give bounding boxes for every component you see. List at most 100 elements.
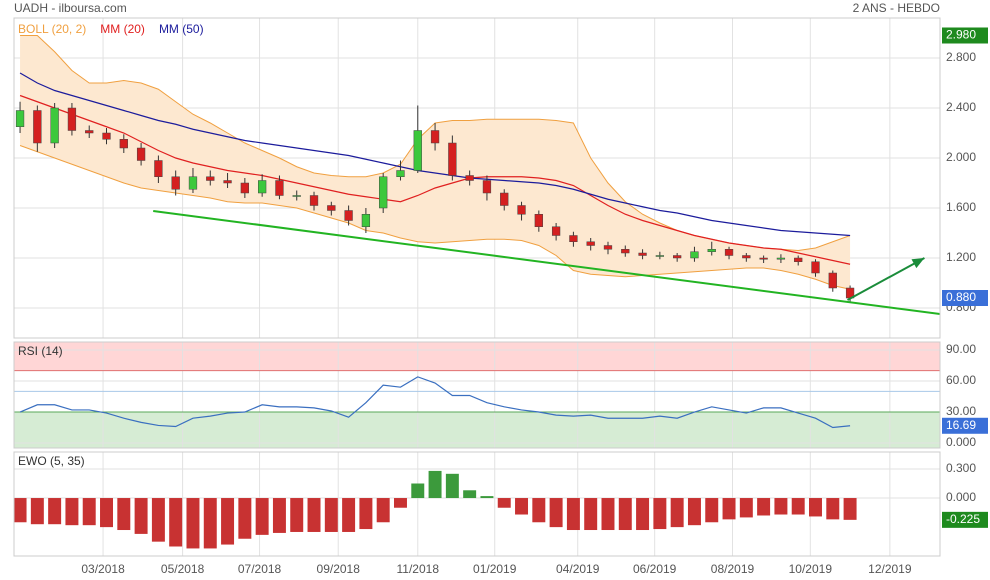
candle-body <box>586 241 595 246</box>
moving-average <box>19 94 851 265</box>
x-tick-label: 08/2019 <box>711 562 755 576</box>
ewo-bar <box>203 498 217 549</box>
candle-body <box>724 249 734 256</box>
candle-body <box>50 107 59 144</box>
ewo-bar <box>584 498 598 531</box>
candle-body <box>811 261 820 274</box>
candle-body <box>85 130 94 134</box>
ewo-bar <box>221 498 235 545</box>
candle-body <box>517 205 526 215</box>
ewo-bar <box>342 498 356 532</box>
ewo-bar <box>255 498 269 535</box>
x-tick-label: 01/2019 <box>473 562 517 576</box>
candle-body <box>482 180 492 194</box>
ewo-bar <box>653 498 667 530</box>
panel-frame <box>13 451 941 557</box>
panel-title: RSI (14) <box>18 344 63 358</box>
ewo-bar <box>169 498 183 547</box>
value-tag-label: 16.69 <box>946 418 976 432</box>
candle-body <box>344 210 353 221</box>
candle-body <box>171 176 180 190</box>
ewo-bar <box>618 498 632 531</box>
candle-body <box>154 160 163 177</box>
candle-body <box>828 272 837 289</box>
ewo-bar <box>549 498 563 528</box>
ewo-bar <box>307 498 321 532</box>
candle-body <box>396 170 405 177</box>
plot-area <box>14 18 940 338</box>
candle-body <box>361 214 371 227</box>
price-tag-label: 0.880 <box>946 290 976 304</box>
arrow-head <box>911 258 925 269</box>
ewo-bar <box>687 498 701 526</box>
panel-title: EWO (5, 35) <box>18 454 85 468</box>
x-tick-label: 12/2019 <box>868 562 912 576</box>
bollinger-fill <box>20 35 851 290</box>
panel-frame <box>13 17 941 339</box>
ewo-bar <box>376 498 390 523</box>
candle-body <box>413 130 422 171</box>
candle-body <box>690 251 699 259</box>
ewo-bar <box>480 496 494 499</box>
x-tick-label: 03/2018 <box>81 562 125 576</box>
candle-body <box>188 176 198 190</box>
candle-body <box>430 130 440 144</box>
candle-body <box>759 257 768 260</box>
y-tick-label: 0.000 <box>946 490 976 504</box>
candle-body <box>258 180 267 194</box>
candle-body <box>327 205 336 211</box>
moving-average <box>19 72 851 237</box>
period: 2 ANS - HEBDO <box>853 1 940 15</box>
candle-body <box>603 245 613 250</box>
candle-body <box>15 110 25 127</box>
candle-body <box>655 255 665 257</box>
x-tick-label: 05/2018 <box>161 562 205 576</box>
ewo-bar <box>290 498 304 532</box>
candle-body <box>292 195 301 197</box>
plot-area <box>14 342 940 448</box>
y-tick-label: 1.200 <box>946 250 976 264</box>
price-tag <box>942 27 988 44</box>
ewo-bar <box>151 498 165 542</box>
candle-body <box>569 235 578 242</box>
candle-body <box>240 182 249 194</box>
ewo-bar <box>843 498 857 520</box>
y-tick-label: 2.800 <box>946 50 976 64</box>
ewo-bar <box>428 470 442 499</box>
candle-body <box>500 192 509 206</box>
y-tick-label: 2.400 <box>946 100 976 114</box>
x-tick-label: 06/2019 <box>633 562 677 576</box>
legend-entry: BOLL (20, 2) <box>18 22 86 36</box>
ewo-bar <box>774 498 788 515</box>
candle-body <box>379 176 388 209</box>
ewo-bar <box>463 490 477 499</box>
panel-frame <box>13 341 941 449</box>
candle-body <box>742 255 751 259</box>
y-tick-label: 60.00 <box>946 373 976 387</box>
candle-body <box>309 195 319 206</box>
trendline <box>153 210 940 315</box>
ewo-bar <box>272 498 286 533</box>
ewo-bar <box>670 498 684 528</box>
ewo-bar <box>48 498 62 525</box>
ewo-bar <box>791 498 805 515</box>
candle-body <box>551 226 561 236</box>
ewo-bar <box>65 498 79 526</box>
ewo-bar <box>826 498 840 520</box>
candle-body <box>534 214 543 227</box>
ewo-bar <box>636 498 650 531</box>
candle-body <box>275 180 284 196</box>
overbought-zone <box>14 342 940 371</box>
price-tag-label: 2.980 <box>946 28 976 42</box>
candle-body <box>33 110 42 144</box>
candle-body <box>119 139 128 149</box>
candle-body <box>223 180 232 184</box>
value-tag <box>942 511 988 528</box>
value-tag-label: -0.225 <box>946 512 980 526</box>
ewo-bar <box>238 498 252 539</box>
candle-body <box>673 255 682 259</box>
candle-body <box>102 132 111 140</box>
y-tick-label: 2.000 <box>946 150 976 164</box>
candle-body <box>465 175 474 181</box>
